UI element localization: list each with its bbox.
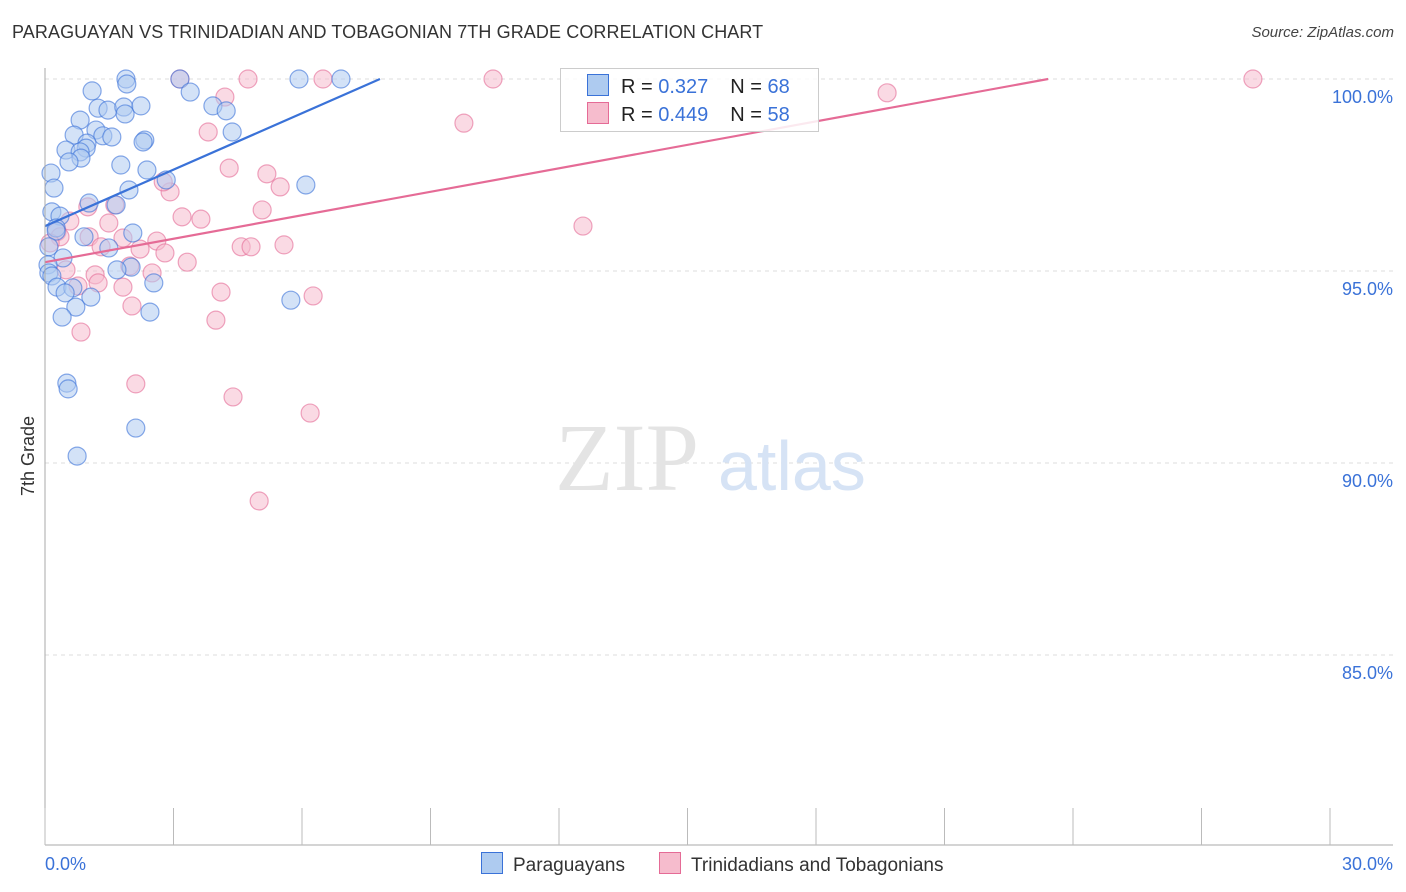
paraguayan-point [44, 178, 64, 198]
paraguayan-point [144, 273, 164, 293]
blue-swatch-icon [587, 74, 609, 96]
trinidadian-point [313, 69, 333, 89]
r-value: 0.327 [658, 76, 709, 98]
trinidadian-trend-line [44, 77, 1049, 264]
r-value: 0.449 [658, 104, 709, 126]
paraguayan-point [117, 74, 137, 94]
trinidadian-point [573, 216, 593, 236]
paraguayan-point [98, 100, 118, 120]
x-tick-label-max: 30.0% [1342, 854, 1393, 874]
paraguayan-trend-line [44, 77, 381, 228]
paraguayan-point [99, 238, 119, 258]
trinidadian-point [454, 113, 474, 133]
legend-label: Paraguayans [513, 855, 625, 876]
trinidadian-point [249, 491, 269, 511]
trinidadian-point [155, 243, 175, 263]
paraguayan-point [52, 307, 72, 327]
y-axis-label: 7th Grade [18, 416, 38, 496]
paraguayan-point [289, 69, 309, 89]
legend-row-trinidadians: R = 0.449 N = 58 [587, 102, 790, 126]
stats-legend: R = 0.327 N = 68 R = 0.449 N = 58 [560, 68, 819, 132]
trinidadian-point [122, 296, 142, 316]
paraguayan-point [81, 287, 101, 307]
trinidadian-point [483, 69, 503, 89]
paraguayan-point [222, 122, 242, 142]
paraguayan-point [58, 379, 78, 399]
paraguayan-point [133, 132, 153, 152]
paraguayan-point [331, 69, 351, 89]
trinidadian-point [274, 235, 294, 255]
r-label: R = [621, 104, 659, 126]
trinidadian-point [198, 122, 218, 142]
trinidadian-point [1243, 69, 1263, 89]
watermark-atlas: atlas [718, 427, 866, 505]
pink-swatch-icon [587, 102, 609, 124]
paraguayan-point [107, 260, 127, 280]
trinidadian-point [177, 252, 197, 272]
trinidadian-point [211, 282, 231, 302]
paraguayan-point [74, 227, 94, 247]
trinidadian-point [126, 374, 146, 394]
trinidadian-point [257, 164, 277, 184]
n-value: 68 [767, 76, 790, 98]
paraguayan-point [111, 155, 131, 175]
y-tick-label: 95.0% [1342, 279, 1393, 299]
r-label: R = [621, 76, 659, 98]
trinidadian-point [252, 200, 272, 220]
trinidadian-point [877, 83, 897, 103]
y-tick-label: 90.0% [1342, 471, 1393, 491]
trinidadian-point [303, 286, 323, 306]
paraguayan-point [115, 104, 135, 124]
n-label: N = [730, 76, 768, 98]
trinidadian-point [270, 177, 290, 197]
paraguayan-point [102, 127, 122, 147]
paraguayan-point [59, 152, 79, 172]
watermark: ZIP [555, 404, 699, 511]
paraguayan-point [123, 223, 143, 243]
paraguayan-point [126, 418, 146, 438]
paraguayan-point [140, 302, 160, 322]
trinidadian-point [191, 209, 211, 229]
paraguayan-point [170, 69, 190, 89]
trinidadian-point [99, 213, 119, 233]
y-tick-label: 100.0% [1332, 87, 1393, 107]
paraguayan-point [66, 297, 86, 317]
n-label: N = [730, 104, 768, 126]
n-value: 58 [767, 104, 790, 126]
trinidadian-point [71, 322, 91, 342]
paraguayan-point [281, 290, 301, 310]
paraguayan-point [55, 283, 75, 303]
legend-item-paraguayans[interactable]: Paraguayans [481, 852, 625, 877]
blue-swatch-icon [481, 852, 503, 874]
trinidadian-point [241, 237, 261, 257]
legend-item-trinidadians[interactable]: Trinidadians and Tobagonians [659, 852, 943, 877]
trinidadian-point [238, 69, 258, 89]
trinidadian-point [300, 403, 320, 423]
paraguayan-point [180, 82, 200, 102]
source-label: Source: ZipAtlas.com [1251, 24, 1394, 41]
trinidadian-point [223, 387, 243, 407]
trinidadian-point [206, 310, 226, 330]
trinidadian-point [219, 158, 239, 178]
paraguayan-point [137, 160, 157, 180]
paraguayan-point [67, 446, 87, 466]
legend-row-paraguayans: R = 0.327 N = 68 [587, 74, 790, 98]
trinidadian-point [172, 207, 192, 227]
legend-label: Trinidadians and Tobagonians [691, 855, 944, 876]
chart-title: PARAGUAYAN VS TRINIDADIAN AND TOBAGONIAN… [12, 22, 764, 42]
x-tick-label-min: 0.0% [45, 854, 86, 874]
trinidadian-point [113, 277, 133, 297]
paraguayan-point [296, 175, 316, 195]
paraguayan-point [82, 81, 102, 101]
y-tick-label: 85.0% [1342, 663, 1393, 683]
paraguayan-point [131, 96, 151, 116]
paraguayan-point [216, 101, 236, 121]
pink-swatch-icon [659, 852, 681, 874]
